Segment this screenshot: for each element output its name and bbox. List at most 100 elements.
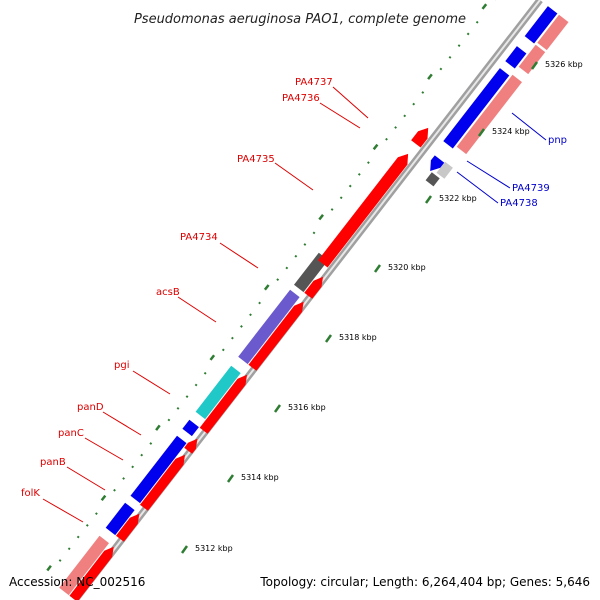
label-leader-line xyxy=(456,171,499,204)
reverse-gene-labels: PA4737 PA4736 PA4735 PA4734 acsB pgi pan… xyxy=(21,77,333,499)
label-leader-line xyxy=(102,411,142,436)
scale-tick xyxy=(372,143,379,151)
scale-tick xyxy=(85,523,89,527)
scale-label: 5318 kbp xyxy=(339,333,377,342)
gene-feature xyxy=(430,155,445,171)
gene-label-pa4736: PA4736 xyxy=(282,93,320,104)
scale-tick xyxy=(357,172,361,176)
scale-label: 5320 kbp xyxy=(388,263,426,272)
scale-tick xyxy=(122,477,125,480)
gene-label-pa4739: PA4739 xyxy=(512,183,550,194)
scale-tick xyxy=(221,348,225,352)
scale-tick xyxy=(394,126,397,129)
gene-label-pa4734: PA4734 xyxy=(180,232,218,243)
gene-feature xyxy=(518,44,546,75)
label-leader-line xyxy=(219,242,259,269)
scale-tick xyxy=(475,20,479,24)
gene-feature xyxy=(248,301,304,371)
gene-feature xyxy=(199,374,247,434)
gene-feature xyxy=(130,435,187,504)
scale-tick xyxy=(421,91,425,94)
scale-tick xyxy=(113,488,116,492)
label-leader-line xyxy=(332,86,369,119)
scale-tick xyxy=(240,325,243,328)
scale-tick xyxy=(203,371,207,375)
scale-label: 5316 kbp xyxy=(288,403,326,412)
label-leader-line xyxy=(132,370,171,395)
scale-label: 5324 kbp xyxy=(492,127,530,136)
gene-feature xyxy=(304,276,323,299)
gene-feature xyxy=(184,438,198,454)
gene-feature xyxy=(436,161,453,179)
scale-tick xyxy=(466,32,470,36)
label-leaders xyxy=(42,61,547,554)
label-leader-line xyxy=(42,498,84,523)
gene-feature xyxy=(318,153,409,268)
gene-feature xyxy=(195,365,241,420)
scale-tick xyxy=(155,424,161,431)
scale-tick-major xyxy=(530,61,539,70)
scale-tick-major xyxy=(373,264,382,273)
scale-tick xyxy=(330,208,334,211)
scale-tick xyxy=(339,196,343,200)
scale-label: 5326 kbp xyxy=(545,60,583,69)
gene-label-panb: panB xyxy=(40,457,66,468)
label-leader-line xyxy=(466,160,511,189)
scale-tick xyxy=(312,231,316,235)
label-leader-line xyxy=(177,296,217,323)
gene-label-pa4737: PA4737 xyxy=(295,77,333,88)
scale-tick xyxy=(149,442,153,445)
gene-feature xyxy=(537,14,569,51)
scale-tick xyxy=(457,44,461,48)
scale-tick xyxy=(249,313,252,317)
forward-gene-labels: pnp PA4739 PA4738 xyxy=(500,135,567,209)
gene-label-pnp: pnp xyxy=(548,135,567,146)
scale-tick xyxy=(167,418,171,422)
accession-text: Accession: NC_002516 xyxy=(9,575,145,589)
gene-feature xyxy=(411,127,429,148)
gene-feature xyxy=(524,6,558,44)
gene-label-pa4738: PA4738 xyxy=(500,198,538,209)
gene-label-pgi: pgi xyxy=(114,360,129,371)
gene-label-pa4735: PA4735 xyxy=(237,154,275,165)
scale-tick xyxy=(58,559,62,562)
scale-labels: 5312 kbp 5314 kbp 5316 kbp 5318 kbp 5320… xyxy=(195,60,583,553)
scale-tick xyxy=(209,354,216,361)
label-leader-line xyxy=(319,102,361,129)
scale-tick xyxy=(439,67,443,71)
scale-tick xyxy=(231,336,234,340)
scale-tick xyxy=(176,406,180,410)
scale-tick-major xyxy=(180,545,189,554)
backbone xyxy=(72,0,543,600)
label-leader-line xyxy=(274,162,314,191)
gene-label-acsb: acsB xyxy=(156,287,180,298)
scale-tick xyxy=(448,55,452,59)
gene-feature xyxy=(425,172,440,187)
gene-feature xyxy=(505,46,527,69)
scale-ticks xyxy=(46,0,496,572)
scale-tick-major xyxy=(273,404,282,413)
scale-tick xyxy=(412,102,416,106)
scale-tick xyxy=(427,73,433,80)
scale-tick xyxy=(481,3,488,10)
gene-label-panc: panC xyxy=(58,428,84,439)
gene-feature xyxy=(59,535,109,596)
scale-tick xyxy=(185,395,189,399)
scale-tick xyxy=(263,284,270,291)
scale-label: 5322 kbp xyxy=(439,194,477,203)
scale-tick-major xyxy=(324,334,333,343)
scale-tick xyxy=(385,137,388,141)
gene-feature xyxy=(105,502,135,536)
label-leader-line xyxy=(511,112,547,141)
gene-feature xyxy=(182,419,199,437)
gene-features xyxy=(59,6,569,600)
scale-label: 5314 kbp xyxy=(241,473,279,482)
gene-label-pand: panD xyxy=(77,402,104,413)
scale-label: 5312 kbp xyxy=(195,544,233,553)
gene-feature xyxy=(140,454,185,511)
scale-tick xyxy=(258,301,261,305)
gene-feature xyxy=(238,289,300,365)
scale-tick xyxy=(100,494,107,502)
gene-feature xyxy=(116,513,140,542)
